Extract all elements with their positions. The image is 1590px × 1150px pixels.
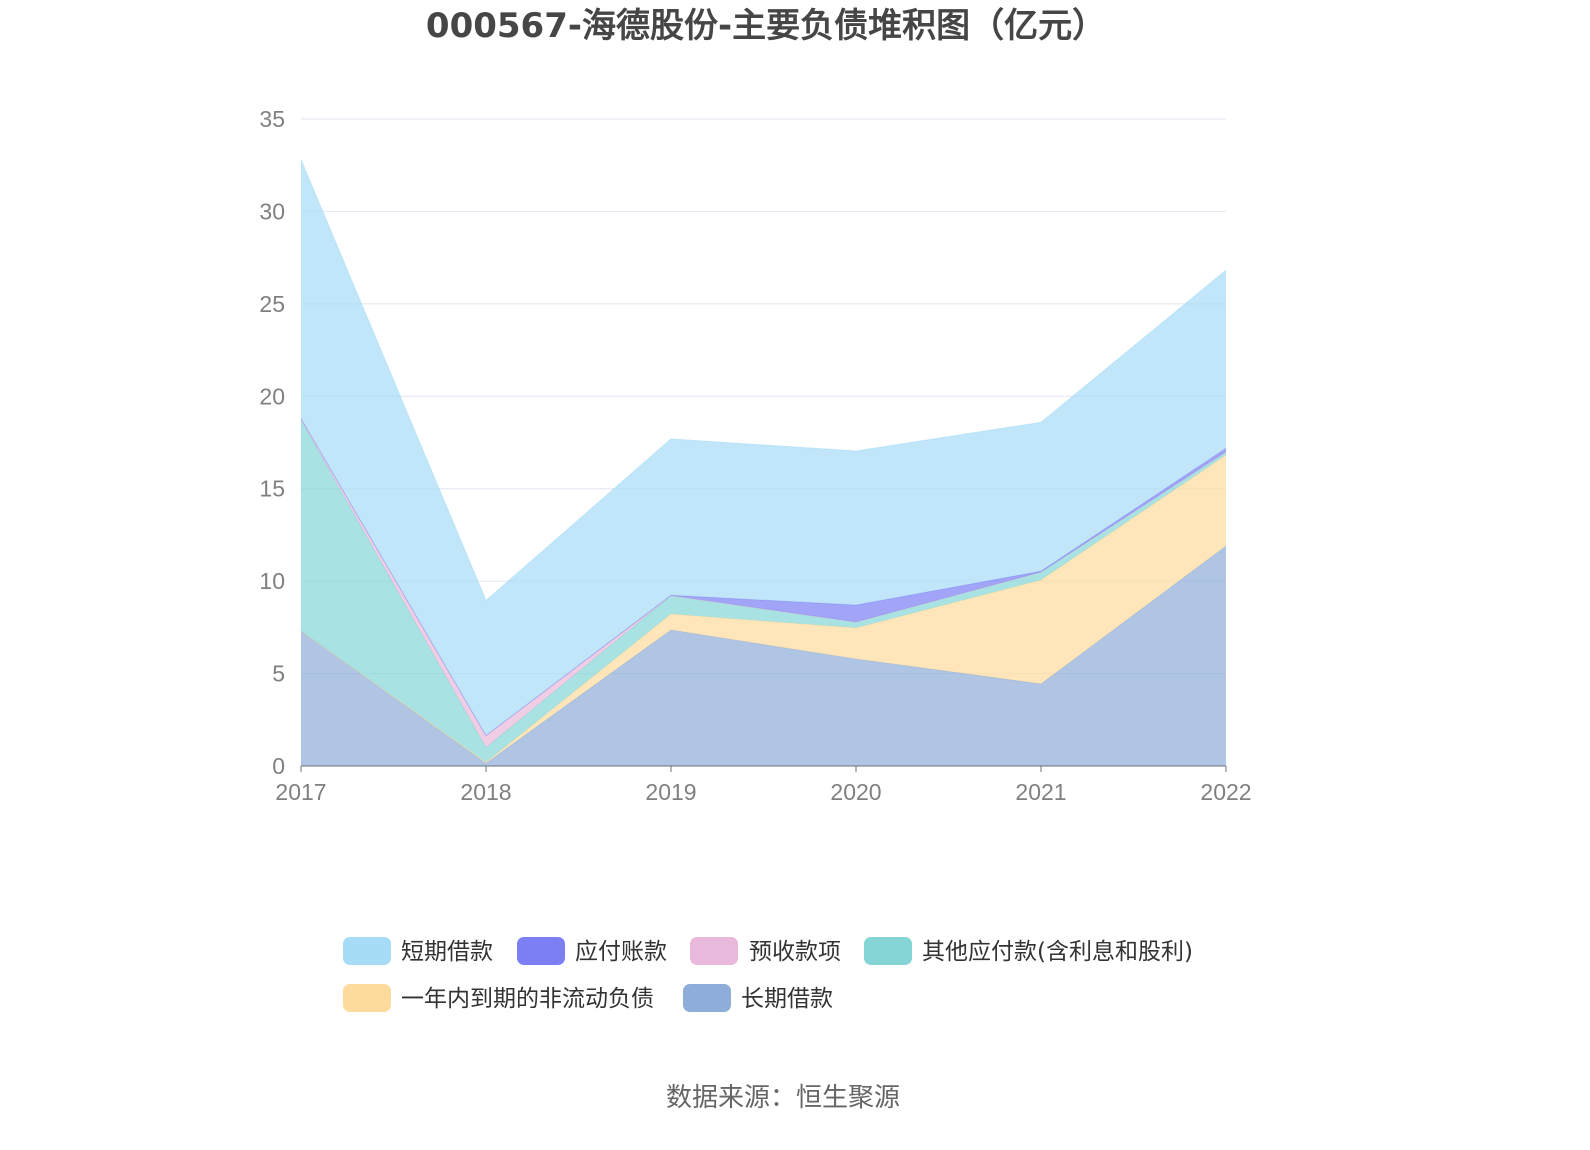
y-tick-label: 25 [259, 291, 285, 317]
y-axis-labels: 0 5 10 15 20 25 30 35 [259, 106, 285, 779]
legend-swatch-accounts-payable [517, 937, 565, 965]
x-tick-label: 2017 [275, 779, 326, 805]
legend-label-advance-receipts: 预收款项 [749, 939, 841, 965]
legend-swatch-current-noncurrent-liabilities [343, 984, 391, 1012]
legend-item-long-term-loans[interactable]: 长期借款 [683, 984, 833, 1012]
y-tick-label: 15 [259, 476, 285, 502]
x-tick-label: 2021 [1015, 779, 1066, 805]
series-line-short-term-loans [300, 159, 1227, 602]
legend-label-accounts-payable: 应付账款 [575, 939, 667, 965]
x-axis [300, 765, 1227, 772]
area-long-term-loans [301, 546, 1226, 766]
legend-item-advance-receipts[interactable]: 预收款项 [690, 937, 841, 965]
y-tick-label: 20 [259, 383, 285, 409]
x-tick-label: 2022 [1200, 779, 1251, 805]
x-axis-labels: 2017 2018 2019 2020 2021 2022 [275, 779, 1251, 805]
data-source-note: 数据来源：恒生聚源 [666, 1083, 900, 1113]
legend-item-short-term-loans[interactable]: 短期借款 [343, 937, 493, 965]
legend-label-current-noncurrent-liabilities: 一年内到期的非流动负债 [401, 986, 654, 1012]
area-current-noncurrent-liabilities [301, 455, 1226, 764]
chart-title: 000567-海德股份-主要负债堆积图（亿元） [426, 6, 1106, 46]
legend-swatch-other-payables [864, 937, 912, 965]
x-tick-label: 2019 [645, 779, 696, 805]
y-tick-label: 35 [259, 106, 285, 132]
y-tick-label: 5 [272, 661, 285, 687]
legend-item-current-noncurrent-liabilities[interactable]: 一年内到期的非流动负债 [343, 984, 654, 1012]
legend-item-accounts-payable[interactable]: 应付账款 [517, 937, 667, 965]
x-tick-label: 2020 [830, 779, 881, 805]
legend-item-other-payables[interactable]: 其他应付款(含利息和股利) [864, 937, 1193, 965]
y-tick-label: 10 [259, 568, 285, 594]
legend-label-long-term-loans: 长期借款 [741, 986, 833, 1012]
legend-swatch-long-term-loans [683, 984, 731, 1012]
y-tick-label: 30 [259, 198, 285, 224]
area-short-term-loans [301, 159, 1226, 736]
legend-label-other-payables: 其他应付款(含利息和股利) [922, 939, 1193, 965]
legend-swatch-short-term-loans [343, 937, 391, 965]
y-tick-label: 0 [272, 753, 285, 779]
series-line-current-noncurrent-liabilities [300, 454, 1227, 763]
plot-area [300, 159, 1227, 766]
x-tick-label: 2018 [460, 779, 511, 805]
legend-label-short-term-loans: 短期借款 [401, 939, 493, 965]
legend-swatch-advance-receipts [690, 937, 738, 965]
